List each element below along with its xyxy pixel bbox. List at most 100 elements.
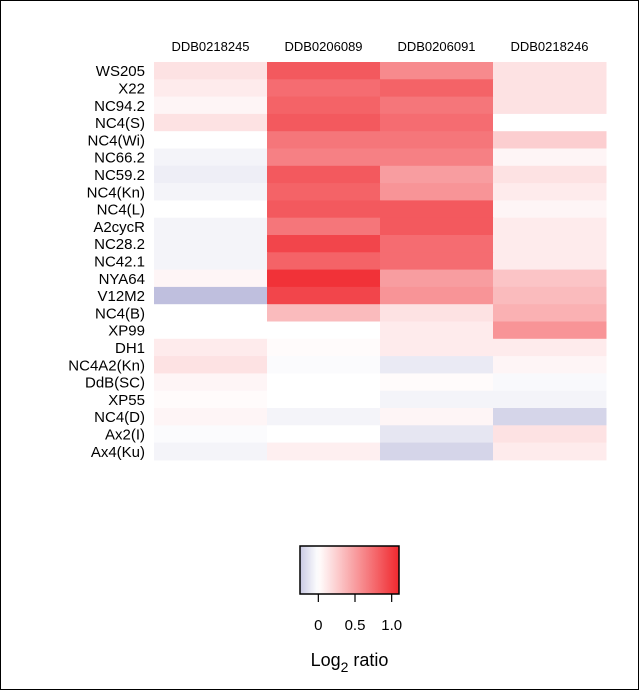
legend-ticks: 0 0.5 1.0 [314,594,402,634]
column-label: DDB0218245 [171,39,249,54]
heatmap-cell-r21-c2 [380,425,494,444]
heatmap-cell-r16-c2 [380,338,494,357]
heatmap-cell-r22-c0 [154,442,268,461]
row-label: NYA64 [99,271,145,288]
row-label: NC4(B) [95,305,145,322]
heatmap-cell-r21-c0 [154,425,268,444]
heatmap-cell-r3-c2 [380,113,494,132]
heatmap-cell-r15-c1 [267,321,381,340]
heatmap-cell-r0-c3 [493,62,607,80]
heatmap-cell-r4-c1 [267,131,381,149]
heatmap-cell-r10-c1 [267,235,381,253]
row-label: XP55 [108,392,145,409]
heatmap-cell-r18-c3 [493,373,607,392]
heatmap-cell-r17-c0 [154,356,268,374]
heatmap-cell-r14-c2 [380,304,494,322]
heatmap-cell-r6-c2 [380,165,494,184]
heatmap-cell-r12-c1 [267,269,381,288]
heatmap-cell-r8-c3 [493,200,607,219]
heatmap-cell-r7-c0 [154,183,268,201]
legend-title-subscript: 2 [341,659,349,675]
heatmap-cell-r17-c2 [380,356,494,374]
heatmap-cell-r8-c2 [380,200,494,219]
heatmap-cell-r13-c1 [267,286,381,305]
heatmap-cell-r6-c1 [267,165,381,184]
heatmap-cell-r20-c2 [380,408,494,426]
heatmap-cell-r2-c3 [493,96,607,115]
column-labels: DDB0218245 DDB0206089 DDB0206091 DDB0218246 [171,39,588,54]
heatmap-cell-r16-c1 [267,338,381,357]
heatmap-cell-r2-c0 [154,96,268,115]
heatmap-cell-r7-c1 [267,183,381,201]
heatmap-cell-r21-c1 [267,425,381,444]
heatmap-cell-r1-c2 [380,79,494,98]
heatmap-cell-r18-c0 [154,373,268,392]
heatmap-cells [154,62,607,461]
row-label: NC94.2 [94,98,145,115]
heatmap-cell-r22-c2 [380,442,494,461]
heatmap-cell-r20-c3 [493,408,607,426]
heatmap-cell-r3-c0 [154,113,268,132]
heatmap-cell-r18-c2 [380,373,494,392]
heatmap-cell-r4-c2 [380,131,494,149]
row-label: NC66.2 [94,150,145,167]
heatmap-cell-r11-c3 [493,252,607,271]
heatmap-cell-r16-c3 [493,338,607,357]
row-label: NC59.2 [94,167,145,184]
heatmap-cell-r8-c1 [267,200,381,219]
heatmap-cell-r19-c3 [493,390,607,409]
heatmap-cell-r21-c3 [493,425,607,444]
heatmap-cell-r22-c1 [267,442,381,461]
legend-title-rest: ratio [348,650,388,670]
row-label: NC4(S) [95,115,145,132]
heatmap-cell-r4-c0 [154,131,268,149]
heatmap-cell-r18-c1 [267,373,381,392]
column-label: DDB0218246 [510,39,588,54]
row-label: WS205 [96,63,145,80]
heatmap-cell-r19-c1 [267,390,381,409]
legend-color-bar [299,545,400,595]
heatmap-cell-r9-c1 [267,217,381,236]
heatmap-cell-r6-c0 [154,165,268,184]
heatmap-cell-r13-c3 [493,286,607,305]
heatmap-cell-r5-c2 [380,148,494,167]
row-label: DH1 [115,340,145,357]
heatmap-cell-r10-c3 [493,235,607,253]
heatmap-cell-r9-c2 [380,217,494,236]
row-label: DdB(SC) [85,375,145,392]
heatmap-cell-r2-c1 [267,96,381,115]
heatmap-cell-r11-c0 [154,252,268,271]
row-label: NC4(Kn) [87,184,145,201]
heatmap-cell-r17-c1 [267,356,381,374]
row-label: NC4(D) [94,409,145,426]
heatmap-cell-r0-c1 [267,62,381,80]
heatmap-cell-r19-c0 [154,390,268,409]
heatmap-cell-r0-c0 [154,62,268,80]
row-labels: WS205X22NC94.2NC4(S)NC4(Wi)NC66.2NC59.2N… [68,63,145,461]
heatmap-cell-r1-c3 [493,79,607,98]
heatmap-cell-r20-c0 [154,408,268,426]
row-label: Ax2(I) [105,426,145,443]
heatmap-cell-r10-c0 [154,235,268,253]
legend-title: Log2 ratio [311,650,389,675]
heatmap-cell-r4-c3 [493,131,607,149]
heatmap-cell-r13-c2 [380,286,494,305]
heatmap-cell-r14-c1 [267,304,381,322]
heatmap-cell-r9-c0 [154,217,268,236]
heatmap-cell-r11-c2 [380,252,494,271]
heatmap-cell-r5-c0 [154,148,268,167]
heatmap-cell-r22-c3 [493,442,607,461]
row-label: Ax4(Ku) [91,444,145,461]
color-legend: 0 0.5 1.0 Log2 ratio [299,545,402,675]
heatmap-cell-r5-c3 [493,148,607,167]
heatmap-cell-r1-c1 [267,79,381,98]
heatmap-cell-r11-c1 [267,252,381,271]
heatmap-cell-r9-c3 [493,217,607,236]
heatmap-cell-r15-c0 [154,321,268,340]
heatmap-cell-r12-c0 [154,269,268,288]
heatmap-cell-r16-c0 [154,338,268,357]
row-label: V12M2 [97,288,145,305]
column-label: DDB0206089 [284,39,362,54]
